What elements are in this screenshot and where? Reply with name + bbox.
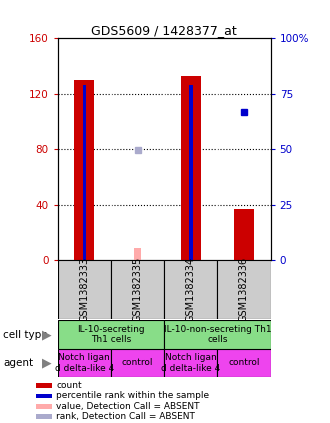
Bar <box>164 320 271 349</box>
Text: Notch ligan
d delta-like 4: Notch ligan d delta-like 4 <box>161 353 220 373</box>
Bar <box>189 85 192 260</box>
Text: cell type: cell type <box>3 330 48 340</box>
Bar <box>181 76 201 260</box>
Bar <box>36 404 52 409</box>
Text: IL-10-secreting
Th1 cells: IL-10-secreting Th1 cells <box>77 325 145 344</box>
Bar <box>134 247 141 260</box>
Bar <box>74 80 94 260</box>
Text: GSM1382333: GSM1382333 <box>79 257 89 322</box>
Text: GSM1382334: GSM1382334 <box>186 257 196 322</box>
Text: GSM1382335: GSM1382335 <box>133 257 143 322</box>
Bar <box>58 349 111 377</box>
Bar <box>82 85 86 260</box>
Bar <box>217 349 271 377</box>
Text: agent: agent <box>3 358 33 368</box>
Bar <box>234 209 254 260</box>
Bar <box>164 349 217 377</box>
Text: IL-10-non-secreting Th1
cells: IL-10-non-secreting Th1 cells <box>164 325 271 344</box>
Title: GDS5609 / 1428377_at: GDS5609 / 1428377_at <box>91 24 237 37</box>
Bar <box>36 383 52 388</box>
Text: percentile rank within the sample: percentile rank within the sample <box>56 391 209 401</box>
Bar <box>164 260 217 319</box>
Text: GSM1382336: GSM1382336 <box>239 257 249 322</box>
Bar <box>36 415 52 419</box>
Text: value, Detection Call = ABSENT: value, Detection Call = ABSENT <box>56 402 200 411</box>
Bar <box>58 320 164 349</box>
Bar <box>36 393 52 398</box>
Text: ▶: ▶ <box>42 357 51 369</box>
Text: rank, Detection Call = ABSENT: rank, Detection Call = ABSENT <box>56 412 195 421</box>
Text: Notch ligan
d delta-like 4: Notch ligan d delta-like 4 <box>55 353 114 373</box>
Text: control: control <box>122 358 153 368</box>
Bar <box>111 260 164 319</box>
Text: control: control <box>228 358 260 368</box>
Bar <box>58 260 111 319</box>
Text: ▶: ▶ <box>42 328 51 341</box>
Text: count: count <box>56 381 82 390</box>
Bar <box>111 349 164 377</box>
Bar <box>217 260 271 319</box>
